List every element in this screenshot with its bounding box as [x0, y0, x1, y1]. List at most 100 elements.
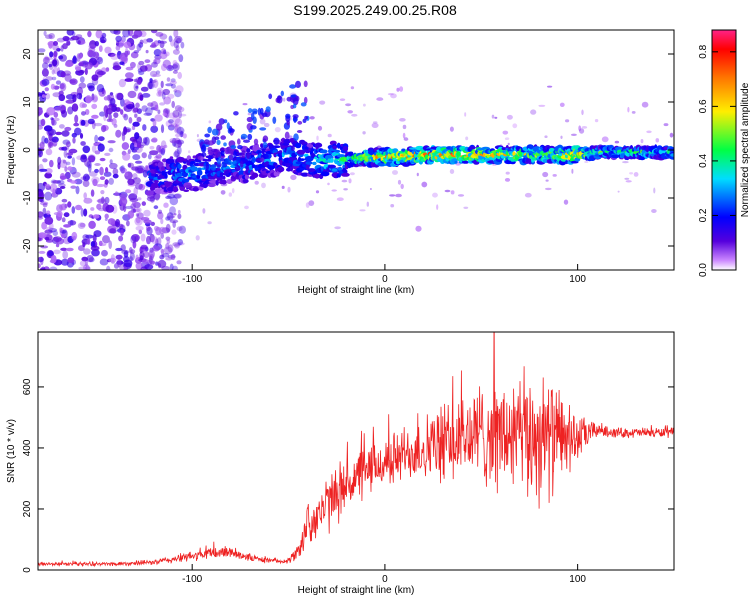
spectrogram-cell [94, 150, 101, 155]
spectrogram-cell [45, 226, 53, 231]
spectrogram-cell [103, 171, 112, 177]
spectrogram-cell [154, 179, 159, 184]
x-tick-label: 100 [569, 274, 586, 285]
spectrogram-cell [44, 191, 53, 201]
spectrogram-cell [330, 157, 334, 163]
spectrogram-cell [669, 132, 674, 138]
spectrogram-cell [97, 70, 106, 76]
spectrogram-cell [111, 118, 117, 126]
spectrogram-cell [47, 250, 54, 257]
spectrogram-cell [101, 249, 108, 257]
spectrogram-cell [180, 130, 184, 138]
spectrogram-cell [305, 164, 310, 170]
spectrogram-cell [296, 149, 306, 155]
spectrogram-cell [178, 225, 186, 234]
spectrogram-cell [197, 167, 202, 171]
spectrogram-cell [494, 116, 498, 119]
spectrogram-cell [120, 165, 126, 174]
spectrogram-cell [273, 137, 280, 145]
spectrogram-cell [40, 198, 45, 203]
spectrogram-cell [530, 109, 537, 115]
spectrogram-cell [177, 71, 182, 80]
spectrogram-cell [287, 186, 291, 193]
spectrogram-cell [207, 183, 216, 188]
spectrogram-cell [156, 87, 163, 94]
spectrogram-cell [50, 255, 57, 264]
spectrogram-cell [155, 32, 164, 37]
spectrogram-cell [134, 113, 138, 118]
spectrogram-cell [142, 137, 148, 144]
spectrogram-cell [292, 103, 297, 109]
spectrogram-cell [123, 266, 128, 270]
spectrogram-x-label: Height of straight line (km) [298, 285, 415, 296]
spectrogram-cell [48, 63, 53, 68]
spectrogram-cell [167, 215, 176, 219]
spectrogram-cell [320, 171, 330, 177]
spectrogram-cell [290, 94, 297, 98]
spectrogram-cell [464, 112, 467, 117]
spectrogram-cell [349, 172, 355, 176]
spectrogram-cell [173, 89, 178, 93]
spectrogram-cell [280, 90, 284, 97]
colorbar-tick-label: 0.6 [698, 99, 709, 113]
spectrogram-cell [113, 112, 119, 118]
spectrogram-cell [92, 178, 98, 187]
spectrogram-y-axis: -20 -10 0 10 20 [22, 48, 674, 253]
spectrogram-cell [63, 212, 70, 218]
spectrogram-cell [160, 80, 164, 89]
spectrogram-cell [53, 41, 58, 46]
spectrogram-cell [663, 123, 669, 127]
spectrogram-cell [45, 34, 53, 39]
spectrogram-cell [233, 150, 237, 159]
spectrogram-cell [128, 247, 133, 254]
spectrogram-cell [172, 220, 176, 228]
spectrogram-cell [176, 126, 185, 135]
spectrogram-cell [308, 200, 315, 207]
spectrogram-cell [38, 125, 43, 130]
spectrogram-cell [152, 73, 161, 77]
spectrogram-cell [296, 130, 303, 133]
spectrogram-cell [75, 34, 83, 39]
spectrogram-cell [226, 146, 232, 155]
spectrogram-cell [192, 187, 200, 192]
spectrogram-cell [261, 112, 268, 118]
spectrogram-cell [50, 83, 56, 90]
spectrogram-cell [579, 128, 585, 134]
spectrogram-cell [303, 96, 308, 104]
spectrogram-cell [218, 118, 225, 125]
spectrogram-cell [88, 220, 96, 229]
spectrogram-cell [286, 96, 292, 102]
spectrogram-cell [124, 78, 134, 82]
spectrogram-cell [136, 142, 142, 148]
spectrogram-cell [129, 249, 136, 254]
spectrogram-cell [125, 104, 135, 109]
spectrogram-cell [297, 120, 303, 125]
spectrogram-cell [560, 135, 563, 139]
spectrogram-cell [196, 134, 199, 138]
spectrogram-cell [670, 153, 674, 157]
spectrogram-cell [50, 117, 54, 121]
spectrogram-cell [135, 216, 141, 224]
spectrogram-cell [155, 261, 159, 266]
spectrogram-cell [101, 125, 107, 133]
spectrogram-cell [87, 30, 92, 38]
spectrogram-cell [284, 131, 290, 140]
spectrogram-cell [146, 235, 151, 245]
spectrogram-cell [79, 40, 86, 45]
spectrogram-cell [38, 192, 45, 199]
spectrogram-cell [99, 157, 106, 162]
spectrogram-cell [82, 242, 86, 248]
spectrogram-cell [226, 122, 230, 130]
spectrogram-cell [139, 65, 148, 72]
spectrogram-cell [124, 171, 133, 180]
spectrogram-cell [290, 174, 297, 181]
spectrogram-cell [303, 80, 308, 88]
spectrogram-cell [617, 190, 620, 193]
snr-series-line [38, 332, 674, 568]
spectrogram-cell [132, 240, 137, 249]
spectrogram-cell [112, 173, 119, 179]
spectrogram-cell [143, 112, 152, 116]
spectrogram-cell [401, 148, 406, 152]
spectrogram-cell [115, 191, 118, 197]
spectrogram-cell [91, 94, 99, 103]
